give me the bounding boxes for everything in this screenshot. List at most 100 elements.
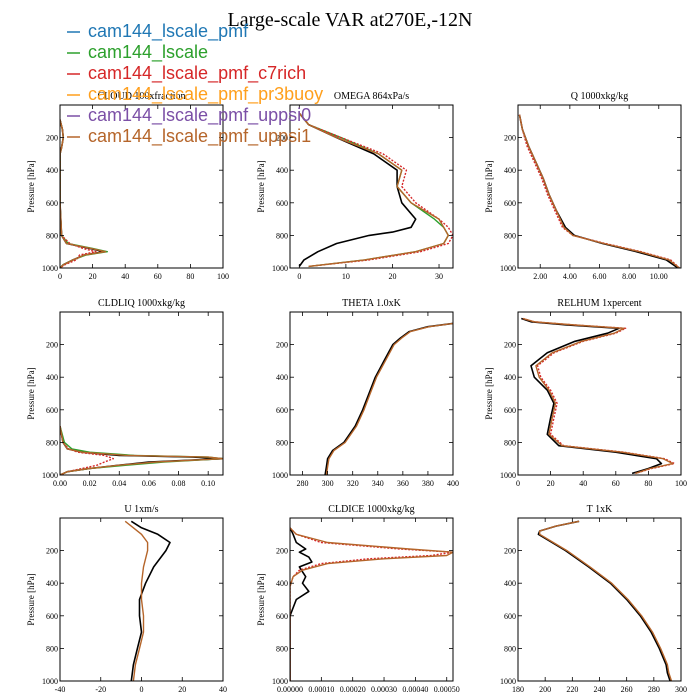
x-tick-label: 40: [579, 479, 587, 488]
x-tick-label: 20: [547, 479, 555, 488]
y-tick-label: 600: [46, 406, 58, 415]
y-tick-label: 400: [46, 579, 58, 588]
y-tick-label: 800: [276, 644, 288, 653]
y-tick-label: 200: [504, 134, 516, 143]
legend-label: cam144_lscale_pmf_c7rich: [88, 63, 306, 84]
x-tick-label: 0.00010: [308, 685, 334, 694]
y-tick-label: 400: [504, 373, 516, 382]
legend-item-cam144_lscale_pmf_pr3buoy: cam144_lscale_pmf_pr3buoy: [67, 84, 323, 105]
plot-frame: [517, 104, 682, 269]
series-line-cam144_lscale_pmf_c7rich: [290, 527, 453, 681]
series-group: [290, 527, 453, 681]
panel-title: Q 1000xkg/kg: [571, 91, 629, 102]
x-tick-label: 260: [621, 685, 633, 694]
x-tick-label: 0.00050: [434, 685, 460, 694]
y-axis-label: Pressure [hPa]: [484, 367, 494, 419]
chart-panel-8: T 1xK 180 200 220 240 260 280 300 200 400 600 800 10…: [500, 504, 687, 694]
y-axis-label: Pressure [hPa]: [26, 160, 36, 212]
legend-item-cam144_lscale_pmf: cam144_lscale_pmf: [67, 21, 249, 42]
x-tick-label: 60: [154, 272, 162, 281]
y-axis-label: Pressure [hPa]: [484, 160, 494, 212]
y-tick-label: 600: [504, 406, 516, 415]
y-tick-label: 800: [46, 231, 58, 240]
x-tick-label: 80: [644, 479, 652, 488]
series-line-cam144_lscale_pmf_c7rich: [518, 114, 680, 268]
x-tick-label: 0: [58, 272, 62, 281]
y-tick-label: 200: [46, 547, 58, 556]
x-tick-label: 0: [297, 272, 301, 281]
x-tick-label: 10: [342, 272, 350, 281]
x-tick-label: -20: [95, 685, 106, 694]
legend-item-cam144_lscale_pmf_uppsi1: cam144_lscale_pmf_uppsi1: [67, 126, 311, 147]
x-tick-label: 2.00: [533, 272, 547, 281]
x-tick-label: 40: [121, 272, 129, 281]
y-tick-label: 400: [276, 373, 288, 382]
x-tick-label: 0.00020: [340, 685, 366, 694]
y-tick-label: 600: [276, 199, 288, 208]
plot-frame: [289, 311, 454, 476]
legend-label: cam144_lscale_pmf: [88, 21, 249, 42]
series-line-reference: [130, 520, 171, 681]
x-tick-label: 300: [675, 685, 687, 694]
series-line-cam144_lscale_pmf_c7rich: [522, 317, 676, 475]
y-tick-label: 200: [46, 341, 58, 350]
y-tick-label: 600: [276, 406, 288, 415]
y-tick-label: 200: [276, 341, 288, 350]
plot-frame: [289, 517, 454, 682]
x-tick-label: 280: [648, 685, 660, 694]
series-line-reference: [324, 322, 453, 475]
y-tick-label: 1000: [42, 677, 58, 686]
legend-label: cam144_lscale_pmf_uppsi0: [88, 105, 311, 126]
chart-panel-3: CLDLIQ 1000xkg/kg 0.00 0.02 0.04 0.06 0.08 0.1…: [26, 298, 224, 488]
x-tick-label: 220: [566, 685, 578, 694]
series-line-cam144_lscale_pmf_uppsi1: [290, 527, 453, 681]
series-line-cam144_lscale_pmf_uppsi1: [539, 520, 673, 681]
x-tick-label: 0.00040: [402, 685, 428, 694]
y-tick-label: 600: [504, 199, 516, 208]
series-group: [298, 112, 453, 268]
y-tick-label: 800: [504, 231, 516, 240]
legend-item-cam144_lscale: cam144_lscale: [67, 42, 208, 63]
y-tick-label: 600: [46, 612, 58, 621]
y-tick-label: 1000: [272, 677, 288, 686]
x-tick-label: 60: [612, 479, 620, 488]
x-tick-label: 340: [372, 479, 384, 488]
series-line-cam144_lscale: [60, 425, 223, 475]
y-tick-label: 800: [46, 644, 58, 653]
x-tick-label: 0.00: [53, 479, 67, 488]
series-line-cam144_lscale_pmf_uppsi1: [298, 112, 449, 268]
x-tick-label: 0.00000: [277, 685, 303, 694]
series-line-cam144_lscale_pmf_c7rich: [298, 112, 453, 268]
y-axis-label: Pressure [hPa]: [256, 573, 266, 625]
y-tick-label: 400: [504, 166, 516, 175]
y-tick-label: 800: [276, 438, 288, 447]
plot-frame: [289, 104, 454, 269]
x-tick-label: 6.00: [593, 272, 607, 281]
series-line-cam144_lscale_pmf_uppsi1: [518, 114, 680, 268]
y-tick-label: 800: [46, 438, 58, 447]
x-tick-label: 380: [422, 479, 434, 488]
legend-item-cam144_lscale_pmf_c7rich: cam144_lscale_pmf_c7rich: [67, 63, 306, 84]
y-tick-label: 400: [46, 373, 58, 382]
y-tick-label: 200: [46, 134, 58, 143]
y-tick-label: 200: [276, 134, 288, 143]
panel-title: U 1xm/s: [124, 504, 158, 515]
y-tick-label: 800: [504, 438, 516, 447]
legend: cam144_lscale_pmfcam144_lscalecam144_lsc…: [67, 21, 323, 147]
y-axis-label: Pressure [hPa]: [256, 160, 266, 212]
legend-label: cam144_lscale: [88, 42, 208, 63]
series-line-reference: [298, 112, 417, 267]
x-tick-label: 8.00: [622, 272, 636, 281]
chart-panel-5: RELHUM 1xpercent 0 20 40 60 80 100 200 400 600 800…: [484, 298, 687, 488]
x-tick-label: 0.00030: [371, 685, 397, 694]
y-tick-label: 400: [46, 166, 58, 175]
plot-frame: [59, 104, 224, 269]
x-tick-label: 0.02: [83, 479, 97, 488]
series-line-cam144_lscale_pmf_uppsi1: [522, 317, 674, 475]
y-tick-label: 400: [276, 579, 288, 588]
x-tick-label: 360: [397, 479, 409, 488]
panel-title: CLDLIQ 1000xkg/kg: [98, 298, 185, 309]
x-tick-label: -40: [55, 685, 66, 694]
